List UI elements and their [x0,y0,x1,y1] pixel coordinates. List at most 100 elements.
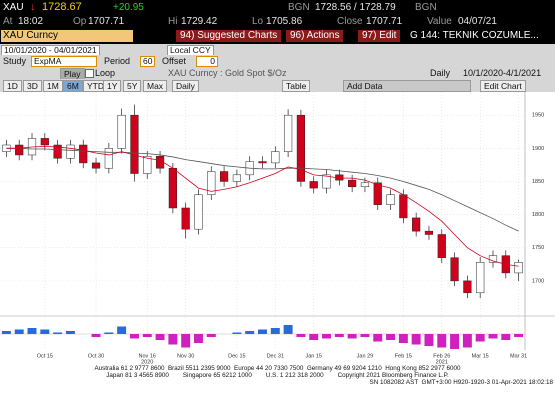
candle-body [79,144,88,164]
candle-body [66,144,75,159]
indicator-bar [91,334,101,337]
indicator-bar [181,334,191,348]
y-tick-label: 1800 [532,212,544,218]
candle-body [104,148,113,169]
period-button[interactable]: 5Y [123,80,142,92]
period[interactable]: 60 [140,56,156,67]
indicator-bar [450,334,460,349]
candle-body [271,151,280,164]
at-label: At [3,16,13,27]
period-button[interactable]: 1M [43,80,63,92]
source: BGN [415,2,437,13]
button[interactable]: 96) Actions [286,30,344,42]
indicator-bar [514,334,524,337]
study[interactable]: ExpMA [31,56,97,67]
quote-bar: XAU ↓ 1728.67 +20.95 BGN 1728.56 / 1728.… [0,0,555,16]
button[interactable]: 97) Edit [358,30,401,42]
table-button[interactable]: Table [282,80,311,92]
title-bar: Play Loop XAU Curncy : Gold Spot $/Oz Da… [0,67,555,80]
candle-body [143,156,152,174]
period-button[interactable]: Max [143,80,168,92]
candle-body [450,257,459,282]
range-bar: 10/01/2020 - 04/01/2021 Local CCY [0,44,555,56]
stats-bar: At 18:02 Op 1707.71 Hi 1729.42 Lo 1705.8… [0,16,555,29]
candle-body [412,217,421,232]
button[interactable]: 94) Suggested Charts [176,30,282,42]
frequency-dropdown[interactable]: Daily [172,80,199,92]
candle-body [399,194,408,219]
year-label: 2020 [141,359,153,364]
hi: 1729.42 [181,16,218,27]
candle-body [258,161,267,164]
hi-label: Hi [168,16,178,27]
y-tick-label: 1700 [532,278,544,284]
lo-label: Lo [252,16,264,27]
x-tick-label: Dec 31 [267,353,284,359]
indicator-bar [501,334,511,340]
ticker[interactable]: XAU [3,2,24,13]
security-input[interactable]: XAU Curncy [1,30,133,42]
period-bar: Daily Table Add Data Edit Chart 1D 3D 1M 6M… [0,79,555,92]
value: 04/07/21 [458,16,497,27]
candle-body [348,179,357,188]
period-button[interactable]: YTD [83,80,108,92]
period-button[interactable]: 6M [63,80,83,92]
close: 1707.71 [366,16,403,27]
footer-line: Japan 81 3 4565 8900 Singapore 65 6212 1… [106,372,449,379]
indicator-bar [283,325,293,334]
x-tick-label: Dec 15 [228,353,245,359]
indicator-bar [334,334,344,337]
indicator-bar [245,331,255,334]
x-tick-label: Nov 30 [177,353,194,359]
indicator-bar [411,334,421,345]
at: 18:02 [18,16,44,27]
period-button[interactable]: 1Y [103,80,122,92]
y-tick-label: 1900 [532,146,544,152]
change: +20.95 [113,2,144,13]
y-tick-label: 1750 [532,245,544,251]
candle-body [309,181,318,189]
x-tick-label: Oct 30 [88,353,104,359]
x-tick-label: Jan 15 [305,353,322,359]
indicator-bar [27,328,37,334]
indicator-bar [462,334,472,348]
footer-line: SN 1082082 AST GMT+3:00 H920-1920-3 01-A… [369,379,554,386]
period-label: Period [104,56,131,66]
indicator-bar [386,334,396,340]
chart-title: XAU Curncy : Gold Spot $/Oz [168,68,287,78]
indicator-bar [232,332,242,334]
moving-average [6,147,519,232]
period-button[interactable]: 1D [3,80,22,92]
y-tick-label: 1850 [532,179,544,185]
study-bar: Study ExpMA Period 60 Offset 0 [0,55,555,67]
frequency: Daily [430,68,451,78]
candle-body [437,234,446,258]
offset-label: Offset [162,56,186,66]
indicator-bar [53,332,63,334]
value-label: Value [427,16,452,27]
direction-arrow: ↓ [30,1,36,13]
candle-body [207,171,216,195]
indicator-bar [142,334,152,337]
indicator-bar [437,334,447,348]
indicator-bar [1,331,11,334]
candle-body [514,262,523,274]
indicator-bar [206,334,216,337]
date-range-label: 10/1/2020-4/1/2021 [463,68,542,78]
command-bar: XAU Curncy 94) Suggested Charts 96) Acti… [0,29,555,44]
candle-body [117,114,126,149]
candle-body [181,207,190,230]
offset[interactable]: 0 [196,56,218,67]
indicator-bar [258,329,267,334]
indicator-bar [129,334,139,339]
candle-body [463,280,472,294]
add-data[interactable]: Add Data [343,80,471,92]
loop-checkbox[interactable] [85,69,94,78]
edit-chart-button[interactable]: Edit Chart [480,80,526,92]
candle-body [322,174,331,189]
period-button[interactable]: 3D [23,80,42,92]
indicator-bar [65,331,75,334]
indicator-bar [40,329,50,334]
indicator-bar [193,334,203,343]
